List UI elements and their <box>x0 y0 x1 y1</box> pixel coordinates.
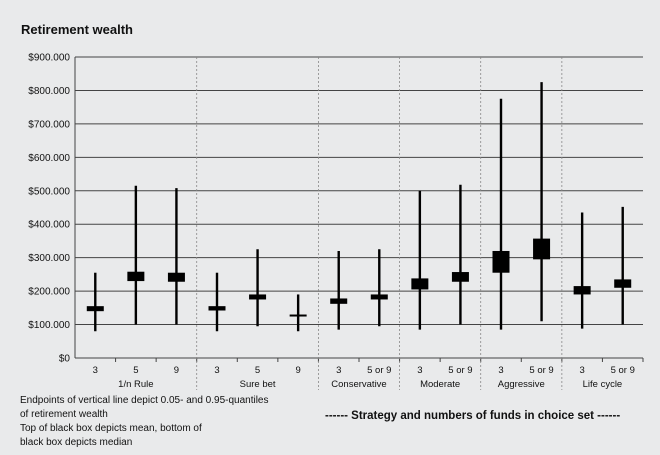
group-label: Aggressive <box>498 379 545 390</box>
mean-median-box <box>167 272 185 282</box>
y-tick-label: $200.000 <box>28 287 70 298</box>
y-tick-label: $300.000 <box>28 253 70 264</box>
y-tick-label: $700.000 <box>28 119 70 130</box>
mean-median-box <box>451 272 469 282</box>
chart-title: Retirement wealth <box>21 22 133 37</box>
x-tick-label: 5 or 9 <box>611 365 635 376</box>
x-tick-label: 3 <box>498 365 503 376</box>
mean-median-box <box>249 294 267 300</box>
x-tick-label: 5 <box>133 365 138 376</box>
mean-median-box <box>330 298 348 304</box>
x-axis-caption: ------ Strategy and numbers of funds in … <box>325 410 621 422</box>
chart-plot: $0 $100.000 $200.000 $300.000 $400.000 $500.0… <box>28 53 644 390</box>
y-tick-label: $100.000 <box>28 320 70 331</box>
y-tick-label: $800.000 <box>28 86 70 97</box>
x-tick-label: 3 <box>579 365 584 376</box>
x-tick-label: 3 <box>93 365 98 376</box>
group-label: Sure bet <box>240 379 276 390</box>
mean-median-box <box>86 306 104 312</box>
mean-median-box <box>127 271 145 282</box>
mean-median-box <box>208 306 226 311</box>
x-tick-label: 5 or 9 <box>448 365 472 376</box>
group-label: 1/n Rule <box>118 379 153 390</box>
y-tick-label: $500.000 <box>28 186 70 197</box>
mean-median-box <box>370 294 388 300</box>
x-tick-label: 5 or 9 <box>367 365 391 376</box>
x-tick-label: 3 <box>336 365 341 376</box>
x-tick-label: 9 <box>174 365 179 376</box>
group-label: Moderate <box>420 379 460 390</box>
y-tick-label: $0 <box>59 354 71 365</box>
note-line-3: Top of black box depicts mean, bottom of <box>20 423 202 434</box>
note-line-2: of retirement wealth <box>20 409 108 420</box>
y-tick-label: $400.000 <box>28 220 70 231</box>
y-tick-label: $900.000 <box>28 53 70 64</box>
group-label: Life cycle <box>583 379 623 390</box>
mean-median-box <box>573 286 591 295</box>
note-line-1: Endpoints of vertical line depict 0.05- … <box>20 395 269 406</box>
group-label: Conservative <box>331 379 386 390</box>
mean-median-box <box>411 278 429 290</box>
x-tick-label: 5 or 9 <box>529 365 553 376</box>
mean-median-box <box>492 250 510 273</box>
x-tick-label: 3 <box>417 365 422 376</box>
x-tick-label: 3 <box>214 365 219 376</box>
x-tick-label: 9 <box>295 365 300 376</box>
note-line-4: black box depicts median <box>20 437 133 448</box>
mean-median-box <box>289 314 307 317</box>
mean-median-box <box>533 238 551 260</box>
x-tick-label: 5 <box>255 365 260 376</box>
mean-median-box <box>614 279 632 288</box>
y-tick-label: $600.000 <box>28 153 70 164</box>
